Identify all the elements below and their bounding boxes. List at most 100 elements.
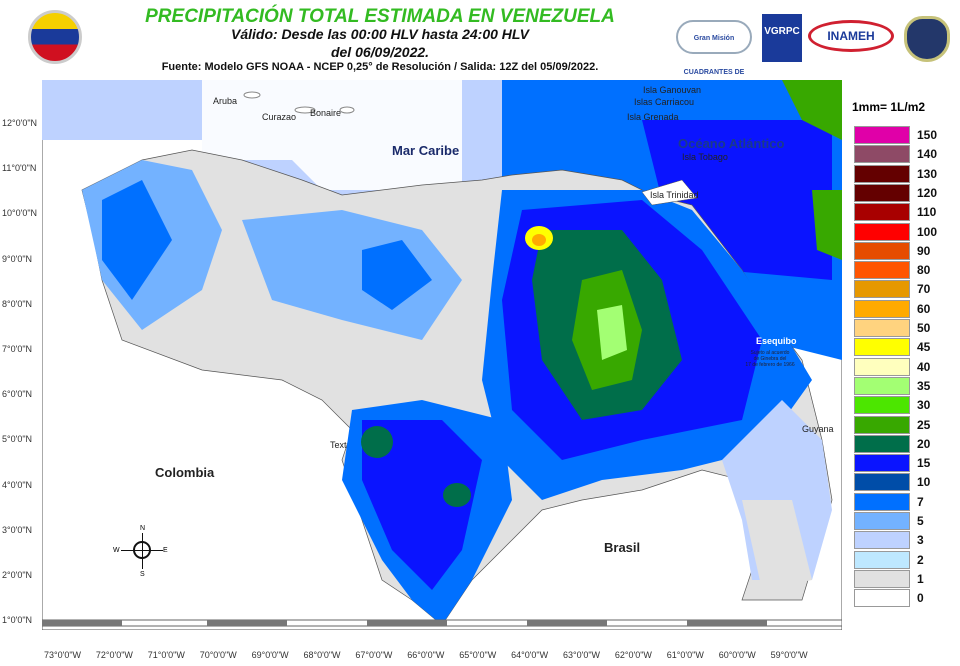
lat-tick-label: 8°0'0"N (2, 298, 33, 309)
lon-tick-label: 72°0'0"W (95, 650, 133, 660)
legend-swatch-130 (854, 164, 910, 183)
validity-text: Válido: Desde las 00:00 HLV hasta 24:00 … (230, 26, 530, 42)
lat-tick-label: 9°0'0"N (2, 253, 33, 264)
lat-tick-label: 2°0'0"N (2, 570, 33, 580)
label-tobago: Isla Tobago (682, 152, 728, 162)
lat-tick-label: 3°0'0"N (2, 524, 33, 535)
lat-tick-label: 5°0'0"N (2, 434, 33, 445)
lon-tick-label: 59°0'0"W (770, 650, 808, 660)
label-aruba: Aruba (213, 96, 238, 106)
precipitation-map (42, 80, 842, 630)
legend-swatch-80 (854, 261, 910, 280)
legend-label-45: 45 (917, 340, 931, 355)
legend-swatch-90 (854, 241, 910, 260)
legend-swatch-50 (854, 319, 910, 337)
lon-tick-label: 66°0'0"W (407, 650, 445, 660)
lon-tick-label: 63°0'0"W (563, 650, 601, 660)
legend-label-40: 40 (917, 359, 931, 374)
legend-label-120: 120 (917, 185, 938, 200)
lon-tick-label: 70°0'0"W (199, 650, 237, 660)
lat-tick-label: 11°0'0"N (2, 163, 37, 174)
label-trinidad: Isla Trinidad (650, 190, 699, 200)
legend-swatch-10 (854, 473, 910, 492)
label-colombia: Colombia (155, 465, 215, 480)
legend-swatch-110 (854, 203, 910, 222)
legend-label-70: 70 (917, 282, 931, 297)
legend-swatch-100 (854, 222, 910, 241)
label-esequibo: Esequibo (756, 336, 797, 346)
label-brasil: Brasil (604, 540, 641, 555)
institution-shield-logo (904, 16, 950, 62)
legend-swatch-0 (854, 589, 910, 608)
legend-label-90: 90 (917, 243, 931, 258)
vgrpc-logo: VGRPC (762, 14, 802, 62)
lat-tick-label: 6°0'0"N (2, 389, 33, 400)
page-title: PRECIPITACIÓN TOTAL ESTIMADA EN VENEZUEL… (145, 6, 615, 27)
legend-label-110: 110 (917, 205, 937, 220)
sea-precip-east-dark (642, 120, 832, 280)
legend-label-3: 3 (917, 533, 924, 548)
lat-tick-label: 1°0'0"N (2, 615, 33, 626)
legend-label-5: 5 (917, 514, 924, 528)
lon-tick-label: 62°0'0"W (614, 650, 652, 660)
inameh-logo: INAMEH (808, 20, 894, 52)
lon-tick-label: 73°0'0"W (44, 650, 82, 660)
legend-swatch-20 (854, 434, 910, 453)
date-text: del 06/09/2022. (330, 44, 430, 60)
legend-swatch-25 (854, 415, 910, 434)
legend-label-140: 140 (917, 147, 938, 162)
legend-label-35: 35 (917, 378, 931, 393)
legend-swatch-3 (854, 531, 910, 550)
legend-label-25: 25 (917, 417, 931, 432)
legend-label-20: 20 (917, 436, 931, 451)
label-ganouvan: Isla Ganouvan (643, 85, 702, 95)
esequibo-note: Sujeto al acuerdo de Ginebra del 17 de feb… (745, 350, 795, 368)
legend-swatch-30 (854, 396, 910, 415)
legend-swatch-1 (854, 569, 910, 588)
legend-swatch-140 (854, 145, 910, 164)
legend-swatch-35 (854, 376, 910, 395)
legend-swatch-70 (854, 280, 910, 299)
legend-swatch-15 (854, 454, 910, 473)
lon-tick-label: 67°0'0"W (355, 650, 393, 660)
legend-label-7: 7 (917, 494, 924, 509)
lat-tick-label: 10°0'0"N (2, 208, 38, 219)
legend-swatch-40 (854, 357, 910, 376)
lon-tick-label: 71°0'0"W (147, 650, 185, 660)
lon-tick-label: 61°0'0"W (666, 650, 704, 660)
legend-label-60: 60 (917, 301, 931, 316)
legend-label-150: 150 (917, 128, 938, 142)
venezuela-seal-logo (28, 10, 82, 64)
legend-label-30: 30 (917, 398, 931, 413)
lat-tick-label: 12°0'0"N (2, 118, 38, 128)
label-guyana: Guyana (802, 424, 834, 434)
lon-tick-label: 69°0'0"W (251, 650, 289, 660)
legend-swatch-5 (854, 512, 910, 530)
label-carriacou: Islas Carriacou (634, 97, 695, 107)
lon-tick-label: 65°0'0"W (459, 650, 497, 660)
label-grenada: Isla Grenada (627, 112, 679, 122)
legend-label-50: 50 (917, 321, 931, 335)
label-text: Text (330, 440, 347, 450)
legend-swatch-2 (854, 550, 910, 569)
legend-label-2: 2 (917, 552, 924, 567)
legend-label-80: 80 (917, 263, 931, 278)
lat-tick-label: 7°0'0"N (2, 344, 33, 354)
source-text: Fuente: Modelo GFS NOAA - NCEP 0,25° de … (161, 61, 599, 73)
legend-swatch-45 (854, 338, 910, 357)
lon-tick-label: 68°0'0"W (303, 650, 341, 660)
lon-tick-label: 64°0'0"W (511, 650, 549, 660)
legend-label-130: 130 (917, 166, 938, 181)
legend-label-10: 10 (917, 475, 931, 490)
label-oceano-atlantico: Océano Atlántico (678, 136, 785, 151)
cuadrantes-logo: Gran Misión CUADRANTES DE PAZ (676, 20, 752, 110)
legend-label-15: 15 (917, 456, 931, 471)
legend-swatch-150 (854, 126, 910, 144)
legend-swatch-7 (854, 492, 910, 511)
legend-title: 1mm= 1L/m2 (852, 100, 926, 114)
lon-tick-label: 60°0'0"W (718, 650, 756, 660)
legend-label-100: 100 (917, 224, 938, 239)
scale-bar (42, 619, 842, 627)
legend-swatch-60 (854, 299, 910, 318)
label-bonaire: Bonaire (310, 108, 342, 118)
